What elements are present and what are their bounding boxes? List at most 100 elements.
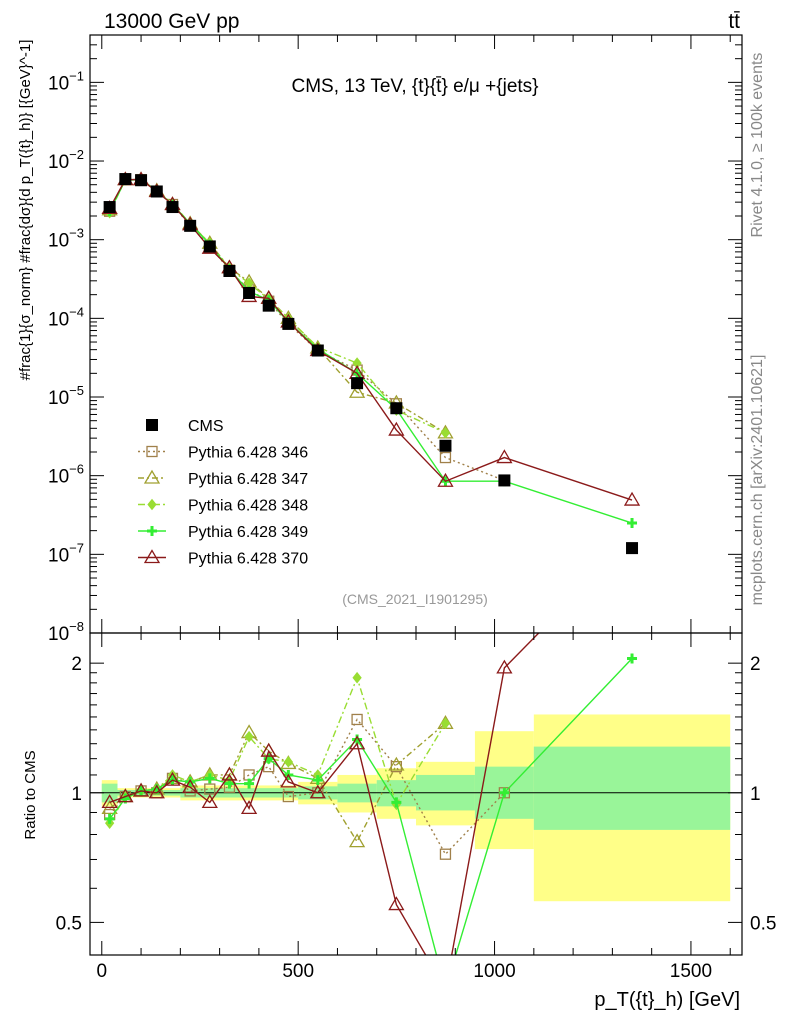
data-point: [348, 735, 366, 750]
data-point: [388, 896, 405, 911]
y-tick-label: 10−4: [48, 304, 84, 330]
data-point: [223, 264, 236, 277]
data-point: [437, 472, 454, 487]
legend-label: Pythia 6.428 347: [188, 471, 308, 488]
data-point: [204, 773, 215, 784]
series-line: [109, 178, 446, 434]
data-point: [440, 717, 451, 730]
ratio-y-tick-label: 2: [71, 654, 82, 675]
data-point: [388, 756, 405, 771]
data-point: [201, 794, 218, 809]
data-point: [103, 201, 116, 214]
data-point: [352, 357, 362, 369]
data-point: [204, 783, 216, 795]
y-tick-label: 10−7: [48, 540, 84, 566]
series-line: [109, 633, 540, 955]
data-point: [282, 317, 295, 330]
x-tick-label: 500: [282, 961, 314, 982]
ratio-frame: [89, 632, 743, 956]
data-point: [440, 984, 450, 994]
data-point: [283, 756, 293, 768]
data-point: [221, 766, 238, 781]
y-tick-label: 10−5: [48, 383, 84, 409]
ratio-y-tick-label: 1: [750, 784, 761, 805]
ratio-content: [90, 531, 742, 994]
data-point: [351, 377, 364, 390]
data-point: [312, 775, 323, 786]
legend-marker: [143, 469, 161, 484]
data-point: [132, 782, 150, 797]
legend: CMS Pythia 6.428 346 Pythia 6.428 347 Pythi…: [138, 418, 308, 568]
y-tick-label: 10−6: [48, 462, 84, 488]
data-point: [388, 421, 405, 436]
data-point: [309, 784, 326, 799]
y-axis-label-main: #frac{1}{σ_norm} #frac{dσ}{d p_T({t}_h)}…: [17, 40, 34, 381]
series-line: [109, 718, 505, 856]
x-tick-label: 1500: [670, 961, 712, 982]
data-point: [164, 771, 181, 786]
legend-marker: [146, 419, 158, 431]
data-point: [104, 813, 115, 824]
data-point: [627, 518, 638, 529]
legend-marker: [143, 549, 161, 564]
data-point: [440, 427, 451, 439]
data-point: [101, 794, 118, 809]
ratio-y-tick-label: 1: [71, 784, 82, 805]
y-tick-label: 10−8: [48, 619, 84, 645]
data-point: [185, 776, 196, 787]
data-point: [623, 491, 641, 506]
y-tick-label: 10−2: [48, 147, 84, 173]
data-point: [244, 778, 255, 789]
legend-label: Pythia 6.428 370: [188, 551, 308, 568]
legend-marker: [147, 526, 157, 536]
data-point: [240, 800, 258, 815]
data-point: [438, 982, 452, 994]
data-point: [496, 449, 513, 464]
data-point: [117, 788, 134, 803]
data-point: [150, 185, 163, 198]
mcplots-label: mcplots.cern.ch [arXiv:2401.10621]: [749, 355, 766, 606]
legend-label: Pythia 6.428 349: [188, 524, 308, 541]
ratio-y-tick-label: 0.5: [56, 913, 82, 934]
data-point: [439, 439, 452, 452]
data-point: [498, 474, 511, 487]
legend-label: CMS: [188, 418, 224, 435]
data-point: [348, 383, 366, 398]
data-point: [439, 848, 452, 860]
main-content: [101, 171, 641, 555]
data-point: [244, 730, 254, 743]
data-point: [203, 240, 216, 253]
data-point: [243, 287, 256, 300]
ratio-plot: 0.5 0.5 1 1 2 2 0 500 1000 1500: [56, 531, 776, 994]
data-point: [496, 659, 513, 674]
header-right: tt̄: [728, 10, 740, 33]
legend-label: Pythia 6.428 346: [188, 445, 308, 462]
ratio-y-tick-label: 2: [750, 654, 761, 675]
data-point: [311, 344, 324, 357]
data-point: [625, 531, 639, 543]
chart-title: CMS, 13 TeV, {t}{t̄} e/μ +{jets}: [291, 76, 538, 97]
header-left: 13000 GeV pp: [104, 10, 239, 33]
watermark: (CMS_2021_I1901295): [342, 591, 488, 607]
rivet-label: Rivet 4.1.0, ≥ 100k events: [749, 53, 766, 238]
data-point: [282, 790, 294, 803]
data-point: [280, 773, 297, 788]
data-point: [390, 402, 403, 415]
data-point: [348, 833, 366, 848]
data-point: [182, 778, 199, 793]
data-point: [166, 201, 179, 214]
data-point: [626, 542, 639, 555]
ratio-y-tick-label: 0.5: [750, 913, 776, 934]
y-tick-label: 10−1: [48, 68, 84, 94]
legend-marker: [147, 498, 157, 511]
y-tick-label: 10−3: [48, 226, 84, 252]
data-point: [184, 219, 197, 232]
y-axis-label-ratio: Ratio to CMS: [22, 750, 39, 839]
main-plot: 10−8 10−7 10−6 10−5 10−4 10−3 10−2 10−1 CMS Pythi…: [48, 34, 743, 645]
legend-marker: [146, 445, 158, 458]
uncertainty-band-inner: [533, 746, 731, 830]
data-point: [260, 742, 277, 757]
data-point: [499, 787, 510, 798]
x-tick-label: 1000: [473, 961, 515, 982]
